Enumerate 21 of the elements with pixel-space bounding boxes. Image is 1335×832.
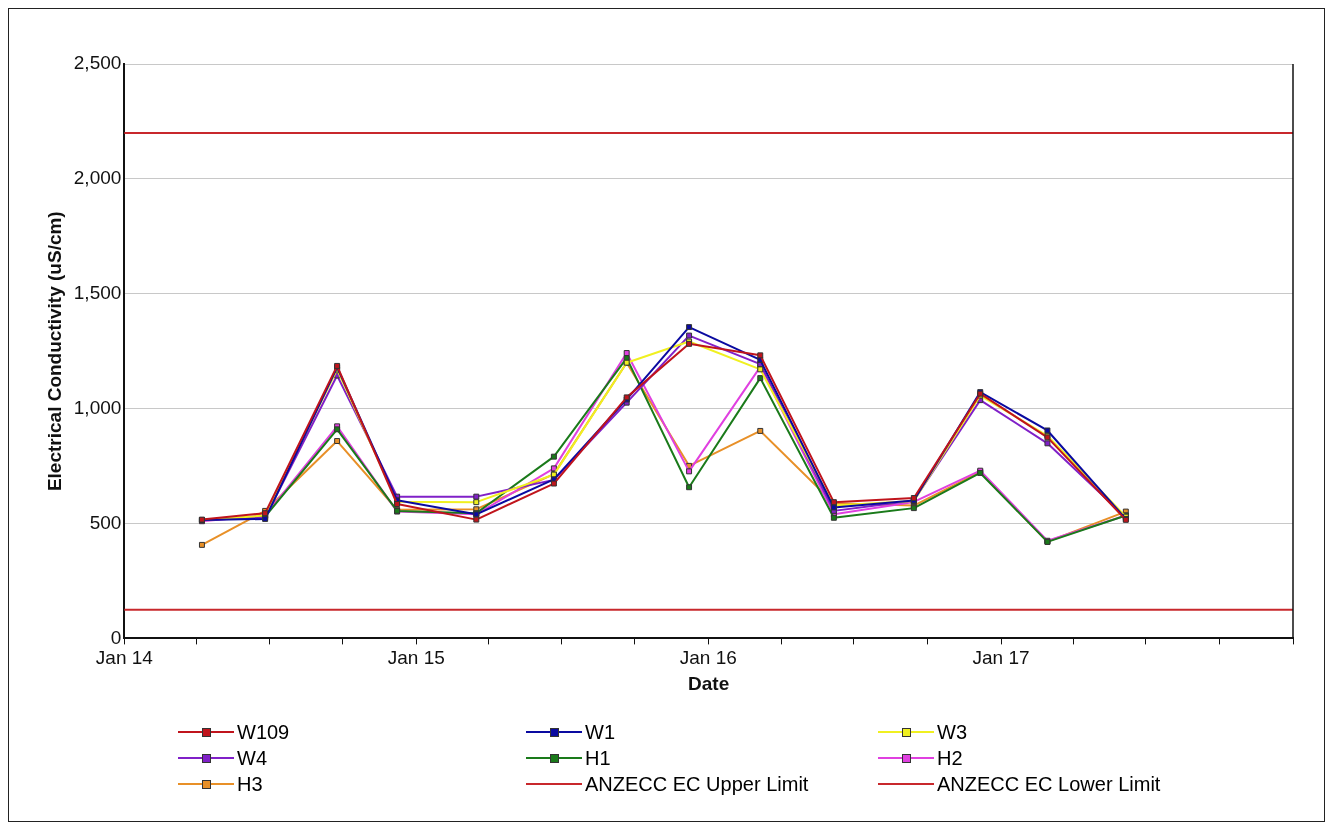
legend-label: W109 <box>237 720 290 744</box>
y-tick-label: 2,500 <box>73 52 122 74</box>
y-tick-label: 500 <box>89 511 122 533</box>
legend-label: W3 <box>937 720 967 744</box>
legend-label: H1 <box>585 746 611 770</box>
legend-label: ANZECC EC Lower Limit <box>937 772 1161 796</box>
y-tick-label: 0 <box>110 626 122 648</box>
y-axis-title: Electrical Conductivity (uS/cm) <box>43 211 65 492</box>
legend-label: ANZECC EC Upper Limit <box>585 772 809 796</box>
legend-label: W1 <box>585 720 615 744</box>
x-tick-label: Jan 14 <box>95 647 154 669</box>
y-tick-label: 1,000 <box>73 396 122 418</box>
x-axis-title: Date <box>688 672 730 694</box>
x-tick-label: Jan 16 <box>679 647 737 669</box>
legend-label: H3 <box>237 772 263 796</box>
legend-label: H2 <box>937 746 963 770</box>
x-tick-label: Jan 15 <box>387 647 445 669</box>
legend-label: W4 <box>237 746 267 770</box>
y-tick-label: 1,500 <box>73 281 122 303</box>
y-tick-label: 2,000 <box>73 167 122 189</box>
x-tick-label: Jan 17 <box>972 647 1030 669</box>
